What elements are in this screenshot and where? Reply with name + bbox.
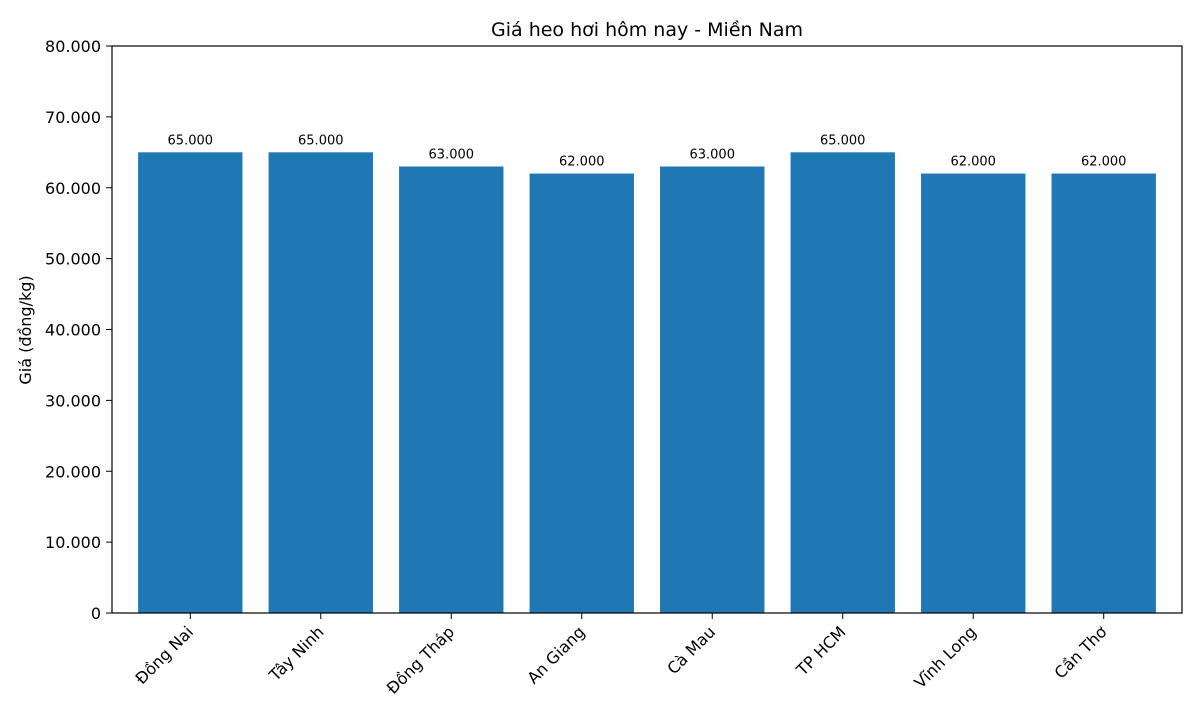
- bar-7: [1051, 173, 1156, 613]
- chart-title: Giá heo hơi hôm nay - Miền Nam: [491, 19, 803, 41]
- y-tick-label: 50.000: [45, 250, 101, 269]
- y-tick-label: 40.000: [45, 321, 101, 340]
- x-axis-ticks: Đồng Nai Tây Ninh Đồng Tháp An Giang Cà Mau T…: [132, 613, 1111, 698]
- bars-layer: 65.000 65.000 63.000 62.000 63.000 65.000 62.0…: [138, 133, 1156, 614]
- x-tick-label: TP HCM: [792, 622, 850, 680]
- bar-4: [660, 166, 765, 614]
- y-axis-label: Giá (đồng/kg): [16, 275, 35, 384]
- bar-value-label: 63.000: [689, 147, 735, 162]
- bar-3: [529, 173, 634, 613]
- y-tick-label: 70.000: [45, 108, 101, 127]
- x-tick-label: An Giang: [523, 622, 588, 687]
- x-tick-label: Đồng Tháp: [383, 622, 458, 697]
- y-tick-label: 60.000: [45, 179, 101, 198]
- bar-6: [921, 173, 1026, 613]
- y-tick-label: 30.000: [45, 391, 101, 410]
- bar-value-label: 62.000: [559, 155, 605, 170]
- x-tick-label: Cần Thơ: [1050, 622, 1110, 682]
- y-tick-label: 10.000: [45, 533, 101, 552]
- plot-frame: [111, 45, 1183, 614]
- bar-value-label: 65.000: [298, 133, 344, 148]
- bar-value-label: 62.000: [1081, 155, 1127, 170]
- bar-1: [268, 152, 373, 613]
- y-tick-label: 0: [91, 604, 101, 623]
- bar-value-label: 65.000: [168, 133, 214, 148]
- y-axis-ticks: 0 10.000 20.000 30.000 40.000 50.000 60.000 70.…: [45, 37, 112, 623]
- x-tick-label: Cà Mau: [663, 622, 719, 678]
- x-tick-label: Đồng Nai: [132, 622, 198, 688]
- bar-value-label: 65.000: [820, 133, 866, 148]
- y-tick-label: 20.000: [45, 462, 101, 481]
- y-tick-label: 80.000: [45, 37, 101, 56]
- bar-0: [138, 152, 243, 613]
- x-tick-label: Vĩnh Long: [910, 622, 980, 692]
- bar-value-label: 63.000: [429, 147, 475, 162]
- x-tick-label: Tây Ninh: [265, 622, 328, 685]
- bar-5: [790, 152, 895, 613]
- bar-2: [399, 166, 504, 614]
- bar-value-label: 62.000: [950, 155, 996, 170]
